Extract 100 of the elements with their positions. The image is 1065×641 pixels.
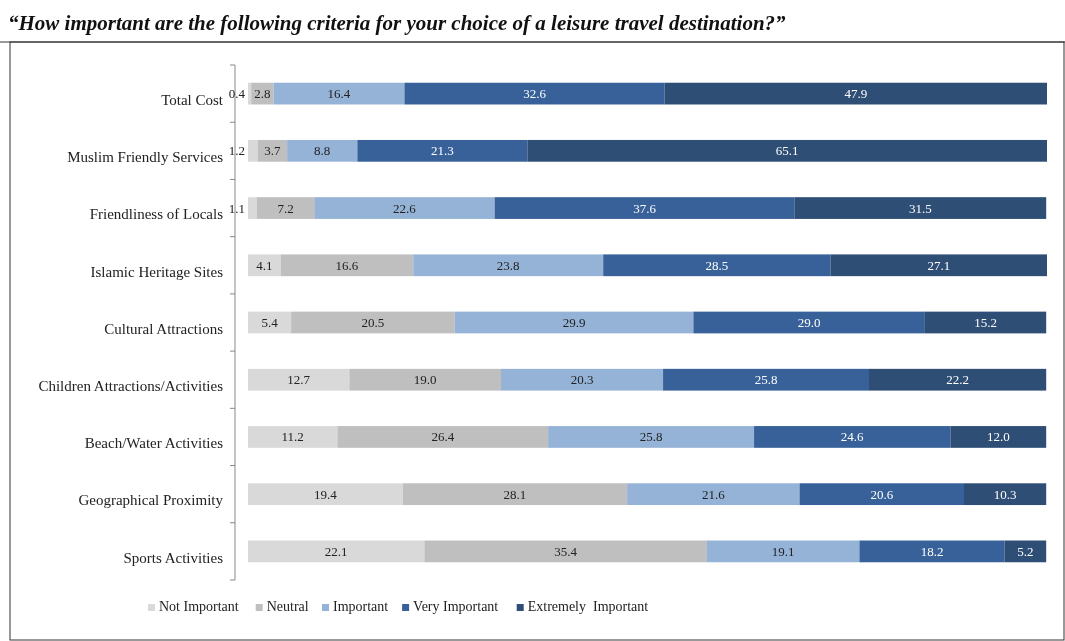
data-label: 22.2 bbox=[946, 372, 969, 388]
bar bbox=[357, 139, 528, 162]
bar bbox=[869, 368, 1047, 391]
data-label: 16.6 bbox=[335, 257, 359, 273]
data-label: 3.7 bbox=[264, 143, 281, 159]
data-label: 4.1 bbox=[256, 257, 273, 273]
bar bbox=[627, 483, 800, 506]
bar bbox=[349, 368, 502, 391]
data-label: 12.7 bbox=[287, 372, 311, 388]
bar bbox=[256, 197, 315, 219]
bar bbox=[501, 368, 664, 391]
data-label: 8.8 bbox=[314, 143, 331, 159]
legend-label: Important bbox=[333, 599, 389, 614]
bar bbox=[494, 197, 795, 219]
y-tick-label: Muslim Friendly Services bbox=[67, 149, 224, 166]
bar bbox=[280, 254, 414, 277]
data-label: 31.5 bbox=[909, 200, 932, 216]
legend-label: Neutral bbox=[266, 599, 309, 614]
data-label: 28.5 bbox=[705, 257, 729, 273]
data-label: 20.5 bbox=[361, 315, 385, 331]
chart-title: “How important are the following criteria for your choice of a leisure travel destination?” bbox=[8, 11, 787, 35]
data-label: 35.4 bbox=[554, 543, 578, 559]
data-label: 5.4 bbox=[261, 315, 279, 331]
bar bbox=[424, 540, 707, 563]
bar bbox=[248, 426, 338, 448]
bar bbox=[664, 82, 1047, 105]
data-label: 19.0 bbox=[413, 372, 437, 388]
data-label: 25.8 bbox=[639, 429, 663, 445]
bar bbox=[248, 368, 350, 391]
bar bbox=[257, 139, 288, 162]
bar bbox=[799, 483, 964, 506]
data-label: 37.6 bbox=[633, 200, 657, 216]
bar bbox=[404, 82, 665, 105]
data-label: 28.1 bbox=[503, 486, 527, 502]
bar bbox=[413, 254, 604, 277]
data-label: 19.4 bbox=[314, 486, 338, 502]
data-label: 25.8 bbox=[754, 372, 778, 388]
data-label: 2.8 bbox=[254, 86, 271, 102]
data-label: 65.1 bbox=[775, 143, 799, 159]
bar bbox=[402, 483, 628, 506]
bar bbox=[337, 426, 549, 448]
bar bbox=[950, 426, 1047, 448]
bar bbox=[963, 483, 1047, 506]
y-tick-label: Geographical Proximity bbox=[78, 492, 224, 509]
bar bbox=[291, 311, 455, 334]
bar bbox=[794, 197, 1047, 219]
data-label: 18.2 bbox=[920, 543, 944, 559]
data-label: 32.6 bbox=[523, 86, 547, 102]
bar bbox=[693, 311, 925, 334]
bar bbox=[527, 139, 1047, 162]
data-label: 11.2 bbox=[281, 429, 304, 445]
bar bbox=[314, 197, 495, 219]
legend-label: Extremely Important bbox=[527, 599, 649, 614]
data-label: 20.6 bbox=[870, 486, 894, 502]
data-label: 27.1 bbox=[927, 257, 951, 273]
legend-label: Not Important bbox=[159, 599, 239, 614]
data-label: 15.2 bbox=[974, 315, 997, 331]
bar bbox=[248, 82, 252, 105]
bar bbox=[248, 540, 425, 563]
bar bbox=[248, 311, 292, 334]
data-label: 21.3 bbox=[430, 143, 454, 159]
y-tick-label: Cultural Attractions bbox=[104, 320, 224, 337]
data-label: 29.0 bbox=[797, 315, 821, 331]
bar bbox=[706, 540, 860, 563]
bar bbox=[248, 139, 258, 162]
bar bbox=[273, 82, 405, 105]
bar bbox=[924, 311, 1047, 334]
data-label: 5.2 bbox=[1017, 543, 1034, 559]
data-label: 26.4 bbox=[431, 429, 455, 445]
y-tick-label: Friendliness of Locals bbox=[89, 206, 224, 223]
bar bbox=[663, 368, 869, 391]
bar bbox=[248, 254, 281, 277]
data-label: 1.2 bbox=[228, 143, 245, 159]
bar bbox=[454, 311, 694, 334]
data-label: 22.6 bbox=[393, 200, 417, 216]
bar bbox=[603, 254, 831, 277]
bar bbox=[248, 483, 403, 506]
data-label: 1.1 bbox=[228, 200, 245, 216]
y-tick-label: Beach/Water Activities bbox=[84, 435, 224, 452]
y-tick-label: Sports Activities bbox=[123, 549, 224, 566]
data-label: 23.8 bbox=[496, 257, 520, 273]
bar bbox=[754, 426, 951, 448]
y-tick-label: Total Cost bbox=[161, 91, 224, 108]
data-label: 19.1 bbox=[771, 543, 795, 559]
bar bbox=[548, 426, 755, 448]
data-label: 21.6 bbox=[701, 486, 726, 502]
legend-label: Very Important bbox=[413, 599, 499, 614]
y-tick-label: Children Attractions/Activities bbox=[38, 377, 224, 394]
data-label: 16.4 bbox=[327, 86, 351, 102]
bar bbox=[287, 139, 358, 162]
y-tick-label: Islamic Heritage Sites bbox=[90, 263, 224, 280]
data-label: 7.2 bbox=[277, 200, 294, 216]
data-label: 20.3 bbox=[570, 372, 594, 388]
data-label: 0.4 bbox=[228, 86, 246, 102]
data-label: 12.0 bbox=[986, 429, 1010, 445]
bar bbox=[859, 540, 1005, 563]
data-label: 24.6 bbox=[840, 429, 865, 445]
data-label: 47.9 bbox=[844, 86, 868, 102]
data-label: 10.3 bbox=[993, 486, 1017, 502]
data-label: 29.9 bbox=[562, 315, 586, 331]
